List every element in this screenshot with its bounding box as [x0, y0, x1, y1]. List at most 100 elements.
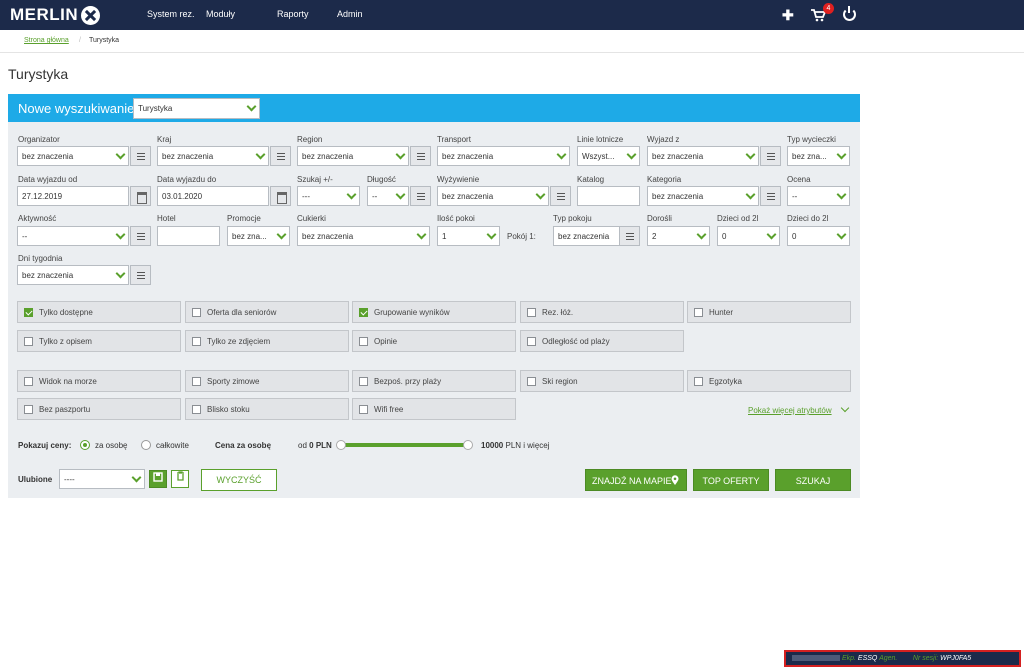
- szukaj-plus-minus-select[interactable]: ---: [297, 186, 360, 206]
- chevron-down-icon: [416, 229, 427, 240]
- plus-icon[interactable]: ✚: [782, 7, 794, 23]
- show-more-attributes-link[interactable]: Pokaż więcej atrybutów: [748, 406, 832, 415]
- radio-per-person[interactable]: [80, 440, 90, 450]
- transport-select[interactable]: bez znaczenia: [437, 146, 570, 166]
- cukierki-select[interactable]: bez znaczenia: [297, 226, 430, 246]
- price-slider-max-handle[interactable]: [463, 440, 473, 450]
- attribute-item[interactable]: Rez. łóż.: [520, 301, 684, 323]
- typ-pokoju-list-button[interactable]: [619, 226, 640, 246]
- breadcrumb-home-link[interactable]: Strona główna: [24, 37, 69, 44]
- top-offers-button[interactable]: TOP OFERTY: [693, 469, 769, 491]
- checkbox[interactable]: [192, 405, 201, 414]
- chevron-down-icon: [836, 149, 847, 160]
- promocje-select[interactable]: bez zna...: [227, 226, 290, 246]
- wyjazd-z-list-button[interactable]: [760, 146, 781, 166]
- label-katalog: Katalog: [577, 175, 605, 184]
- attribute-item[interactable]: Grupowanie wyników: [352, 301, 516, 323]
- clear-button[interactable]: WYCZYŚĆ: [201, 469, 277, 491]
- kategoria-select[interactable]: bez znaczenia: [647, 186, 759, 206]
- delete-favorite-button[interactable]: [171, 470, 189, 488]
- price-to-value: 10000: [481, 441, 504, 450]
- checkbox[interactable]: [24, 405, 33, 414]
- typ-wycieczki-select[interactable]: bez zna...: [787, 146, 850, 166]
- find-on-map-button[interactable]: ZNAJDŹ NA MAPIE: [585, 469, 687, 491]
- wyjazd-z-select[interactable]: bez znaczenia: [647, 146, 759, 166]
- attribute-item[interactable]: Odległość od plaży: [520, 330, 684, 352]
- aktywnosc-select[interactable]: --: [17, 226, 129, 246]
- attribute-item[interactable]: Tylko ze zdjęciem: [185, 330, 349, 352]
- attribute-item[interactable]: Sporty zimowe: [185, 370, 349, 392]
- attribute-item[interactable]: Egzotyka: [687, 370, 851, 392]
- checkbox[interactable]: [359, 308, 368, 317]
- search-type-select[interactable]: Turystyka: [133, 98, 260, 119]
- attribute-item[interactable]: Wifi free: [352, 398, 516, 420]
- checkbox[interactable]: [527, 377, 536, 386]
- attribute-item[interactable]: Tylko dostępne: [17, 301, 181, 323]
- checkbox[interactable]: [359, 377, 368, 386]
- calendar-icon[interactable]: [270, 186, 291, 206]
- checkbox[interactable]: [694, 308, 703, 317]
- attribute-item[interactable]: Bezpoś. przy plaży: [352, 370, 516, 392]
- search-button[interactable]: SZUKAJ: [775, 469, 851, 491]
- dorosli-select[interactable]: 2: [647, 226, 710, 246]
- attribute-item[interactable]: Ski region: [520, 370, 684, 392]
- checkbox[interactable]: [527, 308, 536, 317]
- checkbox[interactable]: [359, 337, 368, 346]
- hotel-input[interactable]: [157, 226, 220, 246]
- checkbox[interactable]: [24, 337, 33, 346]
- data-do-input[interactable]: 03.01.2020: [157, 186, 269, 206]
- checkbox[interactable]: [527, 337, 536, 346]
- checkbox[interactable]: [694, 377, 703, 386]
- aktywnosc-list-button[interactable]: [130, 226, 151, 246]
- region-select[interactable]: bez znaczenia: [297, 146, 409, 166]
- dlugosc-select[interactable]: --: [367, 186, 409, 206]
- attribute-item[interactable]: Widok na morze: [17, 370, 181, 392]
- ilosc-pokoi-select[interactable]: 1: [437, 226, 500, 246]
- ocena-select[interactable]: --: [787, 186, 850, 206]
- organizator-list-button[interactable]: [130, 146, 151, 166]
- attribute-item[interactable]: Tylko z opisem: [17, 330, 181, 352]
- checkbox[interactable]: [192, 308, 201, 317]
- katalog-input[interactable]: [577, 186, 640, 206]
- attribute-item[interactable]: Blisko stoku: [185, 398, 349, 420]
- organizator-select[interactable]: bez znaczenia: [17, 146, 129, 166]
- attribute-item[interactable]: Bez paszportu: [17, 398, 181, 420]
- checkbox[interactable]: [192, 377, 201, 386]
- wyzywienie-select[interactable]: bez znaczenia: [437, 186, 549, 206]
- menu-moduly[interactable]: Moduły: [206, 9, 236, 19]
- attribute-item[interactable]: Opinie: [352, 330, 516, 352]
- kraj-select[interactable]: bez znaczenia: [157, 146, 269, 166]
- menu-raporty[interactable]: Raporty: [277, 9, 309, 19]
- wyzywienie-list-button[interactable]: [550, 186, 571, 206]
- radio-total[interactable]: [141, 440, 151, 450]
- menu-admin[interactable]: Admin: [337, 9, 363, 19]
- checkbox[interactable]: [24, 377, 33, 386]
- menu-system-rez[interactable]: System rez.: [147, 9, 195, 19]
- data-od-input[interactable]: 27.12.2019: [17, 186, 129, 206]
- checkbox[interactable]: [24, 308, 33, 317]
- price-slider-track[interactable]: [341, 443, 468, 447]
- checkbox[interactable]: [359, 405, 368, 414]
- kategoria-list-button[interactable]: [760, 186, 781, 206]
- favorites-select[interactable]: ----: [59, 469, 145, 489]
- dzieci-do-2l-select[interactable]: 0: [787, 226, 850, 246]
- logout-power-icon[interactable]: [843, 6, 856, 21]
- dzieci-od-2l-select[interactable]: 0: [717, 226, 780, 246]
- linie-lotnicze-select[interactable]: Wszyst...: [577, 146, 640, 166]
- price-slider-min-handle[interactable]: [336, 440, 346, 450]
- kategoria-value: bez znaczenia: [652, 192, 704, 201]
- dni-tygodnia-list-button[interactable]: [130, 265, 151, 285]
- checkbox[interactable]: [192, 337, 201, 346]
- typ-pokoju-select[interactable]: bez znaczenia: [553, 226, 639, 246]
- merlin-logo[interactable]: MERLIN: [10, 5, 101, 25]
- attribute-item[interactable]: Oferta dla seniorów: [185, 301, 349, 323]
- save-favorite-button[interactable]: [149, 470, 167, 488]
- breadcrumb: Strona główna / Turystyka: [0, 30, 1024, 53]
- attribute-item[interactable]: Hunter: [687, 301, 851, 323]
- calendar-icon[interactable]: [130, 186, 151, 206]
- dni-tygodnia-select[interactable]: bez znaczenia: [17, 265, 129, 285]
- linie-lotnicze-value: Wszyst...: [582, 152, 615, 161]
- kraj-list-button[interactable]: [270, 146, 291, 166]
- region-list-button[interactable]: [410, 146, 431, 166]
- dlugosc-list-button[interactable]: [410, 186, 431, 206]
